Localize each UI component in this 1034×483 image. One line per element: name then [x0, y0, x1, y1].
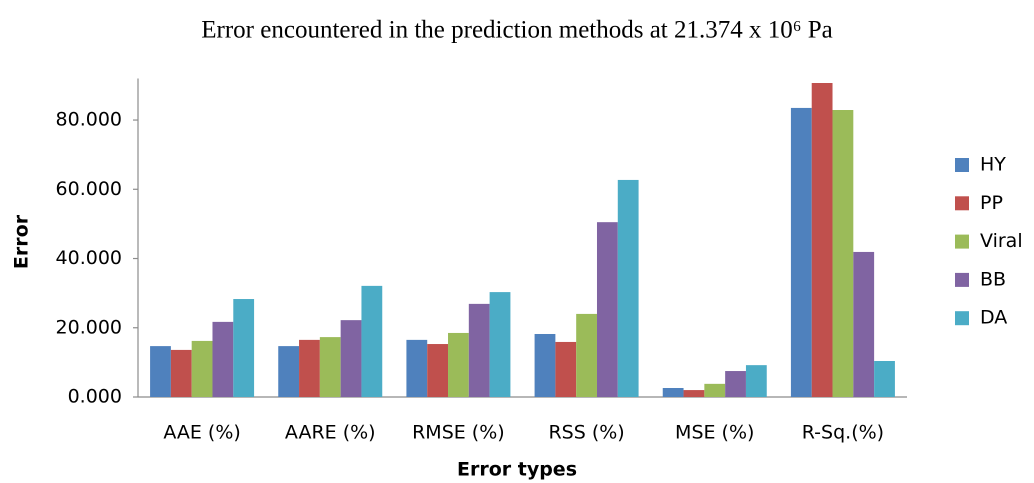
bar [832, 110, 854, 397]
legend-swatch [955, 196, 969, 211]
bar [683, 390, 705, 397]
legend-swatch [955, 311, 969, 326]
legend-label: PP [980, 192, 1003, 214]
bar [853, 251, 875, 397]
bar [725, 371, 746, 397]
bar [468, 303, 490, 397]
bar [340, 320, 362, 397]
chart-title: Error encountered in the prediction meth… [201, 17, 832, 44]
bar [704, 383, 726, 397]
bar [191, 340, 213, 397]
legend-swatch [955, 234, 969, 249]
bar [874, 360, 895, 397]
bar [448, 332, 469, 397]
bar [596, 222, 618, 397]
legend-swatch [955, 272, 969, 287]
x-tick-label: RSS (%) [548, 422, 624, 444]
y-axis-title: Error [11, 214, 33, 269]
x-tick-label: AAE (%) [163, 422, 240, 444]
bar [617, 179, 639, 397]
x-axis-title: Error types [457, 459, 577, 481]
bar [319, 337, 341, 397]
legend-label: BB [980, 268, 1006, 290]
bar [555, 341, 577, 397]
x-tick-label: RMSE (%) [412, 422, 505, 444]
bar [811, 83, 833, 397]
y-tick-label: 20.000 [56, 316, 122, 338]
bar [534, 333, 556, 397]
bar [662, 387, 684, 397]
bar [299, 339, 320, 397]
y-tick-label: 0.000 [68, 386, 122, 408]
legend-label: Viral [980, 230, 1023, 252]
bar [745, 365, 767, 397]
legend-label: DA [980, 307, 1007, 329]
bar [233, 299, 255, 397]
x-tick-label: AARE (%) [285, 422, 376, 444]
bar [170, 349, 192, 397]
legend-label: HY [980, 154, 1006, 176]
bar [790, 107, 812, 397]
bar [576, 313, 597, 397]
y-tick-label: 60.000 [56, 178, 122, 200]
y-tick-label: 40.000 [56, 247, 122, 269]
legend-swatch [955, 158, 969, 172]
bar [406, 339, 428, 397]
x-tick-label: MSE (%) [675, 422, 754, 444]
bar [361, 285, 383, 397]
x-tick-label: R-Sq.(%) [802, 422, 884, 444]
bar [489, 292, 511, 397]
y-tick-label: 80.000 [56, 109, 122, 131]
bar [427, 344, 449, 397]
bar [278, 346, 300, 397]
bar [212, 321, 234, 397]
bar [150, 346, 171, 397]
